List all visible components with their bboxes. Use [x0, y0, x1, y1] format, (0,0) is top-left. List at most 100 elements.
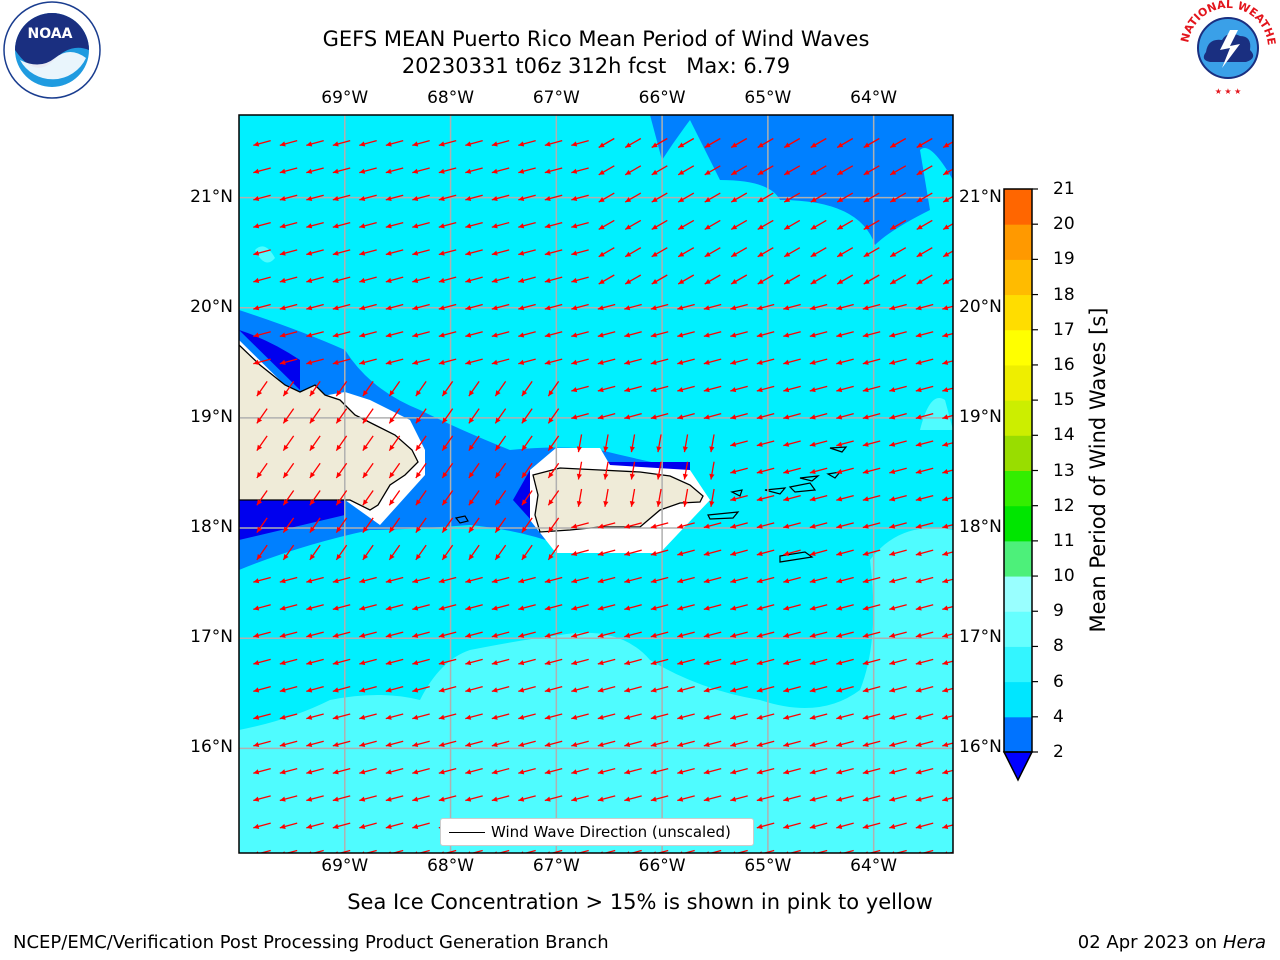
wave-direction-arrow [385, 604, 404, 611]
wave-direction-arrow [730, 219, 748, 230]
wave-direction-arrow [544, 276, 563, 283]
wave-direction-arrow [889, 192, 907, 203]
wave-direction-arrow [783, 137, 801, 149]
colorbar-tick-label: 19 [1053, 249, 1075, 270]
colorbar-tick-label: 16 [1053, 354, 1075, 375]
wave-direction-arrow [491, 331, 510, 338]
wave-direction-arrow [915, 494, 934, 502]
lon-label: 68°W [427, 88, 475, 108]
wave-direction-arrow [703, 658, 722, 666]
wave-direction-arrow [656, 488, 662, 507]
wave-direction-arrow [359, 713, 377, 720]
wave-direction-arrow [624, 165, 642, 176]
wave-direction-arrow [362, 435, 374, 452]
wave-direction-arrow [730, 604, 748, 611]
wave-direction-arrow [810, 165, 827, 176]
wave-direction-arrow [862, 658, 881, 666]
wave-direction-arrow [915, 713, 934, 720]
wave-direction-arrow [756, 413, 775, 420]
colorbar-segment [1004, 646, 1032, 683]
wave-direction-arrow [836, 303, 854, 311]
wave-direction-arrow [650, 658, 669, 666]
wave-direction-arrow [810, 137, 827, 149]
wave-direction-arrow [597, 413, 616, 420]
wave-direction-arrow [836, 274, 854, 285]
wave-direction-arrow [468, 517, 480, 533]
wave-direction-arrow [889, 576, 907, 584]
wave-direction-arrow [677, 631, 695, 638]
wave-direction-arrow [571, 358, 589, 365]
wave-direction-arrow [491, 194, 510, 202]
wave-direction-arrow [629, 434, 636, 453]
wave-direction-arrow [836, 219, 854, 230]
wave-direction-arrow [836, 658, 854, 666]
wave-direction-arrow [306, 249, 324, 256]
wave-direction-arrow [438, 140, 457, 147]
wave-direction-arrow [836, 467, 854, 475]
wave-direction-arrow [598, 219, 615, 230]
wave-direction-arrow [598, 192, 615, 203]
wave-direction-arrow [915, 631, 934, 638]
wave-direction-arrow [942, 769, 953, 775]
wave-direction-arrow [863, 247, 880, 258]
wave-direction-arrow [624, 740, 642, 748]
wave-direction-arrow [306, 686, 324, 693]
wave-direction-arrow [624, 247, 642, 258]
wave-direction-arrow [468, 435, 480, 452]
wind-wave-vectors [253, 137, 953, 853]
wave-direction-arrow [730, 549, 748, 556]
wave-direction-arrow [624, 274, 642, 285]
wave-direction-arrow [703, 604, 722, 611]
wave-direction-arrow [836, 385, 854, 393]
wave-direction-arrow [703, 686, 722, 693]
wave-direction-arrow [332, 658, 351, 666]
wave-direction-arrow [544, 194, 563, 202]
colorbar-segment [1004, 540, 1032, 577]
sea-ice-note: Sea Ice Concentration > 15% is shown in … [347, 890, 933, 914]
wave-direction-arrow [279, 576, 298, 584]
wave-direction-arrow [624, 385, 642, 393]
wave-direction-arrow [783, 522, 801, 529]
wave-direction-arrow [332, 276, 351, 283]
wave-direction-arrow [518, 303, 536, 311]
wave-direction-arrow [809, 740, 828, 748]
wave-direction-arrow [465, 604, 483, 611]
wave-direction-arrow [730, 192, 748, 203]
wave-direction-arrow [256, 435, 268, 452]
wave-direction-arrow [544, 358, 563, 365]
wave-direction-arrow [942, 523, 953, 529]
wave-direction-arrow [677, 385, 695, 393]
wave-direction-arrow [809, 795, 828, 802]
wave-direction-arrow [253, 822, 271, 829]
wave-direction-arrow [942, 632, 953, 638]
wave-direction-arrow [889, 331, 907, 338]
wave-direction-arrow [730, 576, 748, 584]
period-zone-6-8-ne [920, 398, 953, 430]
wave-direction-arrow [703, 303, 722, 311]
wave-direction-arrow [362, 380, 374, 397]
wave-direction-arrow [889, 822, 907, 829]
colorbar-tick-label: 18 [1053, 284, 1075, 305]
wave-direction-arrow [521, 435, 533, 452]
wave-direction-arrow [756, 494, 775, 502]
wave-direction-arrow [571, 140, 589, 147]
wave-direction-arrow [703, 713, 722, 720]
wave-direction-arrow [465, 686, 483, 693]
wave-direction-arrow [253, 767, 271, 775]
wave-direction-arrow [942, 305, 953, 311]
wave-direction-arrow [491, 249, 510, 256]
wave-direction-arrow [942, 578, 953, 584]
wave-direction-arrow [756, 576, 775, 584]
wave-direction-arrow [359, 194, 377, 202]
wave-direction-arrow [306, 276, 324, 283]
wave-direction-arrow [756, 522, 775, 529]
wave-direction-arrow [889, 713, 907, 720]
wave-direction-arrow [359, 604, 377, 611]
wave-direction-arrow [332, 576, 351, 584]
wave-direction-arrow [335, 544, 348, 561]
wave-direction-arrow [465, 167, 483, 174]
wave-direction-arrow [412, 221, 430, 229]
wave-direction-arrow [253, 658, 271, 666]
wave-direction-arrow [730, 165, 748, 176]
lat-label: 19°N [190, 406, 233, 427]
